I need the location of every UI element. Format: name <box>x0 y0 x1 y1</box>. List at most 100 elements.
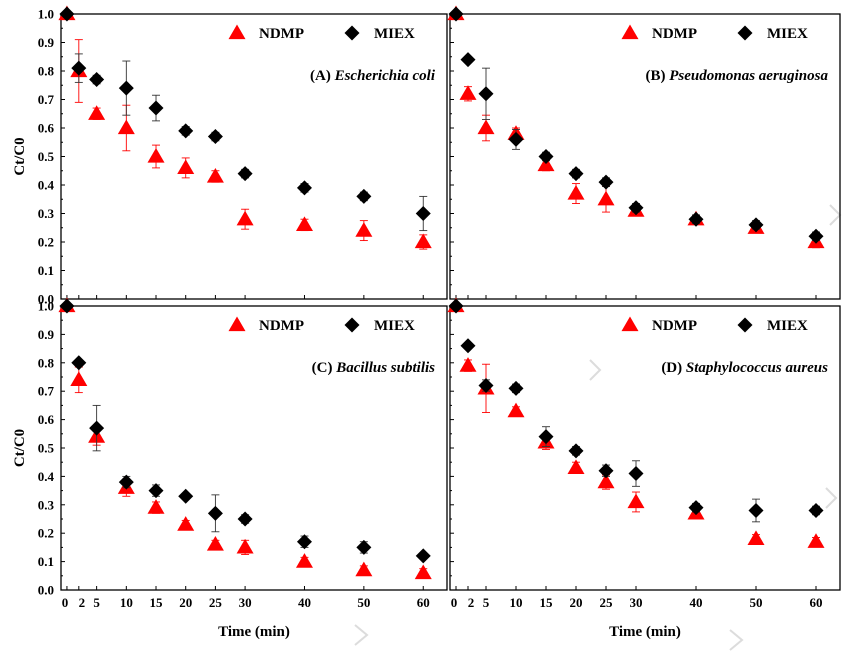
legend-marker-ndmp <box>228 24 246 40</box>
x-tick-label: 20 <box>570 595 583 610</box>
data-point-ndmp <box>177 159 195 175</box>
data-point-ndmp <box>459 85 477 100</box>
panel-title: (C) Bacillus subtilis <box>312 360 436 376</box>
data-point-miex <box>568 166 584 182</box>
data-point-miex <box>296 534 312 550</box>
data-point-ndmp <box>236 210 254 226</box>
data-point-miex <box>89 72 105 88</box>
data-point-ndmp <box>414 233 432 249</box>
y-tick-label: 0.6 <box>38 412 55 427</box>
data-point-miex <box>808 502 824 518</box>
legend-marker-miex <box>344 317 360 333</box>
data-point-miex <box>748 502 764 518</box>
series-miex <box>59 298 431 564</box>
legend-label-ndmp: NDMP <box>259 318 304 334</box>
data-point-miex <box>538 429 554 445</box>
data-point-miex <box>628 200 644 216</box>
data-point-ndmp <box>507 402 525 418</box>
data-point-miex <box>508 380 524 396</box>
y-tick-label: 1.0 <box>38 7 54 22</box>
series-ndmp <box>447 297 825 548</box>
data-point-miex <box>207 505 223 521</box>
plot-frame <box>449 305 841 591</box>
data-point-miex <box>71 355 87 371</box>
data-point-ndmp <box>177 516 195 531</box>
x-tick-label: 15 <box>150 595 164 610</box>
legend-label-miex: MIEX <box>767 26 808 42</box>
data-point-ndmp <box>747 530 765 545</box>
data-point-miex <box>118 80 134 96</box>
data-point-miex <box>237 511 253 527</box>
y-tick-label: 0.2 <box>38 526 54 541</box>
x-tick-label: 2 <box>79 595 86 610</box>
panel-title: (A) Escherichia coli <box>310 68 436 84</box>
legend: NDMP MIEX <box>621 316 808 334</box>
y-tick-label: 0.4 <box>38 469 55 484</box>
legend-label-ndmp: NDMP <box>652 318 697 334</box>
y-tick-label: 0.5 <box>38 441 55 456</box>
data-point-ndmp <box>567 185 585 200</box>
x-tick-label: 0 <box>451 595 458 610</box>
y-tick-label: 0.0 <box>38 583 54 598</box>
y-tick-label: 0.1 <box>38 554 54 569</box>
data-point-miex <box>628 466 644 482</box>
data-point-miex <box>508 131 524 147</box>
data-point-miex <box>89 420 105 436</box>
data-point-ndmp <box>147 499 165 514</box>
data-point-miex <box>59 6 75 22</box>
data-point-ndmp <box>597 473 615 489</box>
panel-title: (B) Pseudomonas aeruginosa <box>645 68 828 84</box>
data-point-miex <box>178 488 194 504</box>
x-tick-label: 20 <box>179 595 192 610</box>
y-tick-label: 0.3 <box>38 206 55 221</box>
y-tick-label: 0.8 <box>38 355 55 370</box>
data-point-miex <box>148 483 164 499</box>
panel-b: NDMP MIEX (B) Pseudomonas aeruginosa <box>447 5 841 300</box>
x-axis-label: Time (min) <box>609 624 681 640</box>
data-point-ndmp <box>70 371 88 386</box>
data-point-miex <box>478 378 494 394</box>
data-point-miex <box>59 298 75 314</box>
y-tick-label: 1.0 <box>38 299 54 314</box>
data-point-miex <box>237 166 253 182</box>
x-tick-label: 40 <box>298 595 311 610</box>
watermark-marks <box>354 204 842 651</box>
x-tick-label: 15 <box>540 595 554 610</box>
y-tick-label: 0.9 <box>38 35 55 50</box>
legend-marker-ndmp <box>621 24 639 40</box>
series-miex <box>448 6 824 244</box>
data-point-miex <box>448 298 464 314</box>
data-point-ndmp <box>414 564 432 580</box>
data-point-miex <box>748 217 764 233</box>
y-tick-label: 0.7 <box>38 384 55 399</box>
data-point-ndmp <box>597 190 615 206</box>
legend-label-ndmp: NDMP <box>652 26 697 42</box>
data-point-miex <box>478 86 494 102</box>
series-miex <box>59 6 431 232</box>
y-axis-label: Ct/C0 <box>12 429 28 467</box>
legend-marker-miex <box>344 25 360 41</box>
data-point-ndmp <box>627 493 645 509</box>
legend-marker-ndmp <box>228 316 246 332</box>
y-axis-label: Ct/C0 <box>12 137 28 175</box>
series-ndmp <box>58 297 432 580</box>
x-tick-label: 60 <box>810 595 823 610</box>
data-point-miex <box>415 206 431 221</box>
x-tick-label: 25 <box>209 595 223 610</box>
data-point-ndmp <box>295 216 313 232</box>
data-point-ndmp <box>117 119 135 135</box>
plot-frame <box>60 305 448 591</box>
data-point-miex <box>460 52 476 68</box>
data-point-ndmp <box>807 533 825 548</box>
y-tick-label: 0.5 <box>38 149 55 164</box>
legend: NDMP MIEX <box>228 24 415 42</box>
legend-label-ndmp: NDMP <box>259 26 304 42</box>
y-tick-label: 0.6 <box>38 121 55 136</box>
x-tick-label: 10 <box>510 595 523 610</box>
y-tick-label: 0.8 <box>38 64 55 79</box>
x-tick-label: 0 <box>62 595 69 610</box>
data-point-miex <box>207 129 223 145</box>
data-point-ndmp <box>459 357 477 372</box>
data-point-miex <box>118 474 134 490</box>
